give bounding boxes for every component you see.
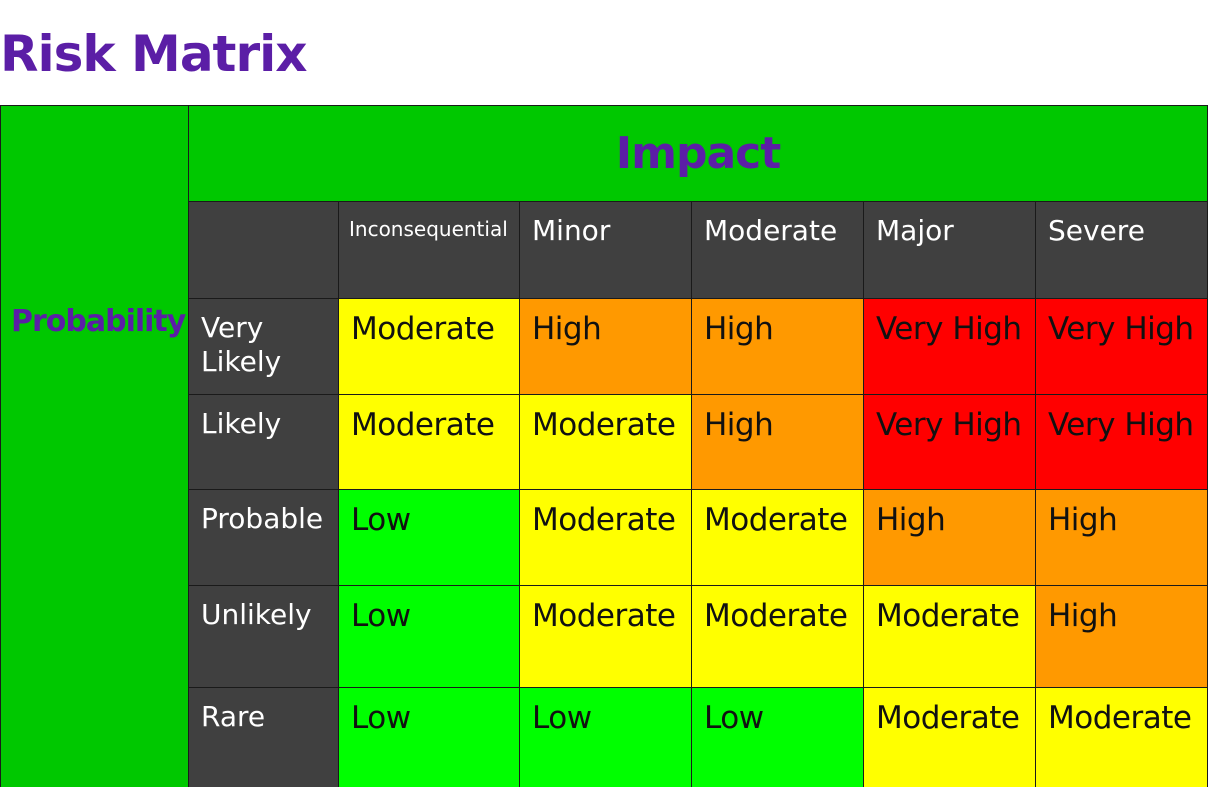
header-corner-cell [188, 201, 339, 299]
risk-cell: Very High [863, 298, 1036, 395]
risk-cell: Moderate [338, 298, 520, 395]
risk-cell: High [691, 394, 864, 490]
risk-cell: Low [338, 585, 520, 688]
risk-cell: Low [338, 687, 520, 787]
risk-cell: High [863, 489, 1036, 586]
risk-cell: Very High [1034, 394, 1209, 490]
risk-cell: High [1034, 585, 1209, 688]
risk-cell: Very High [1034, 298, 1209, 395]
risk-cell: Very High [863, 394, 1036, 490]
probability-level-label: Rare [188, 687, 339, 787]
risk-cell: Moderate [691, 585, 864, 688]
matrix-row: Probable Low Moderate Moderate High High [1, 489, 1209, 586]
impact-levels-row: Probability Inconsequential Minor Modera… [0, 201, 1209, 787]
risk-matrix-table: Impact Probability Inconsequential Minor… [0, 105, 1209, 787]
risk-cell: Moderate [519, 394, 692, 490]
risk-cell: Moderate [863, 585, 1036, 688]
probability-label: Probability [11, 303, 186, 339]
impact-level-header: Minor [519, 201, 692, 299]
impact-level-header: Severe [1034, 201, 1209, 299]
risk-cell: High [1034, 489, 1209, 586]
risk-cell: Moderate [338, 394, 520, 490]
risk-cell: Moderate [1034, 687, 1209, 787]
probability-level-label: Very Likely [188, 298, 339, 395]
matrix-row: Unlikely Low Moderate Moderate Moderate … [1, 585, 1209, 688]
risk-cell: Moderate [519, 585, 692, 688]
impact-header-cell: Impact [187, 105, 1209, 202]
matrix-row: Very Likely Moderate High High Very High… [1, 298, 1209, 395]
probability-cell: Probability [0, 201, 189, 787]
impact-level-header: Major [863, 201, 1036, 299]
risk-cell: Low [338, 489, 520, 586]
probability-level-label: Unlikely [188, 585, 339, 688]
probability-level-label: Probable [188, 489, 339, 586]
risk-cell: High [691, 298, 864, 395]
risk-cell: Low [691, 687, 864, 787]
probability-level-label: Likely [188, 394, 339, 490]
impact-level-header: Moderate [691, 201, 864, 299]
risk-cell: Moderate [519, 489, 692, 586]
corner-cell [0, 105, 189, 202]
impact-level-header: Inconsequential [338, 201, 520, 299]
risk-cell: Moderate [863, 687, 1036, 787]
risk-cell: High [519, 298, 692, 395]
page-title: Risk Matrix [0, 25, 308, 83]
impact-label: Impact [615, 127, 782, 179]
matrix-row: Likely Moderate Moderate High Very High … [1, 394, 1209, 490]
matrix-row: Rare Low Low Low Moderate Moderate [1, 687, 1209, 787]
risk-cell: Moderate [691, 489, 864, 586]
risk-cell: Low [519, 687, 692, 787]
impact-row: Impact [0, 105, 1209, 202]
